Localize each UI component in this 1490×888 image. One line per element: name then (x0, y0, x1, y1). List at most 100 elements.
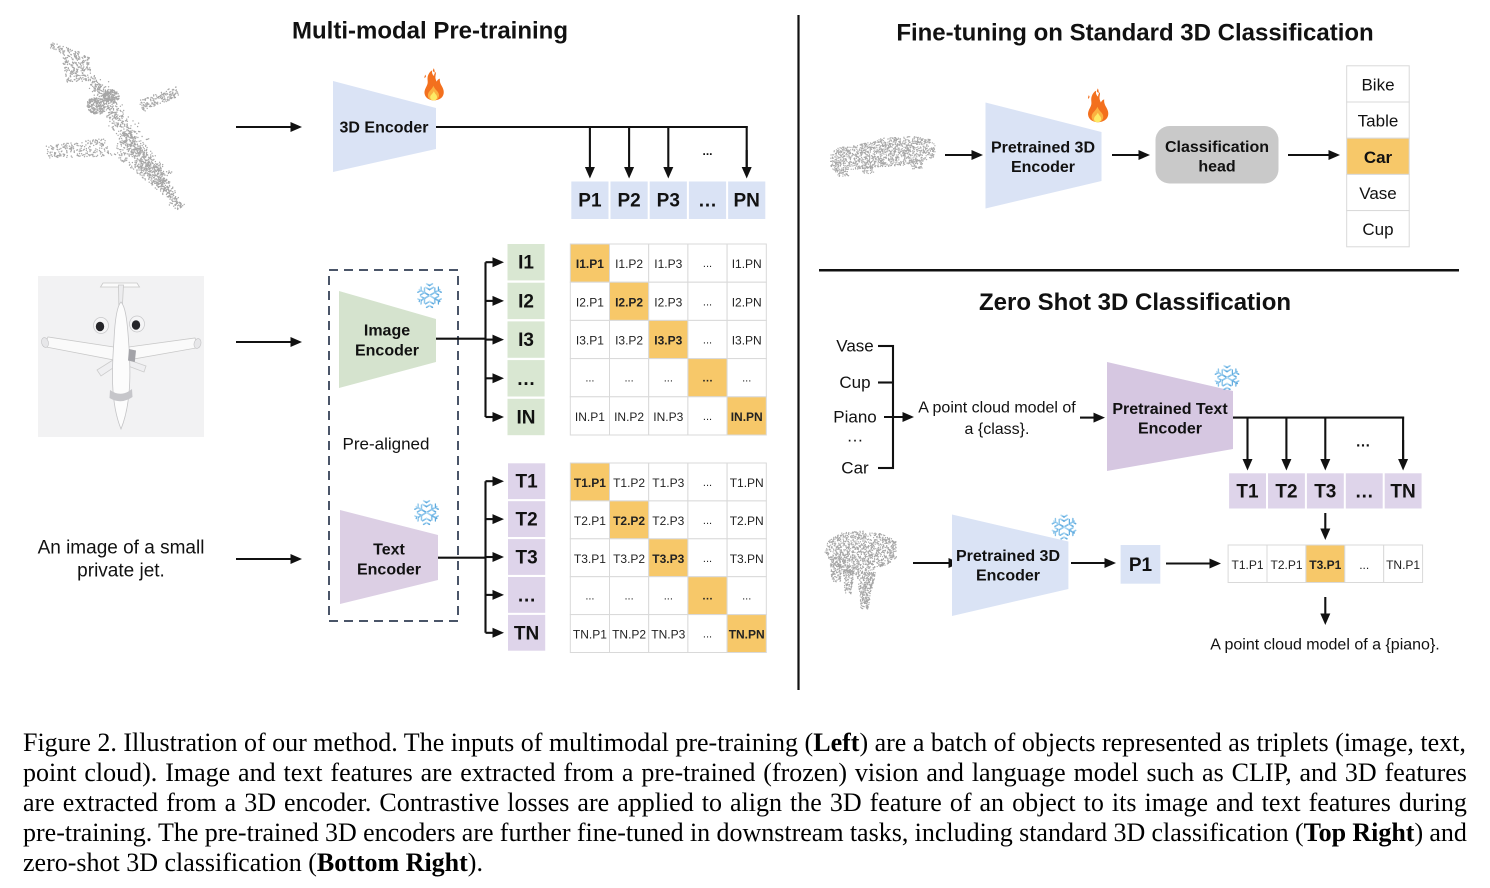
svg-text:T3.P3: T3.P3 (652, 552, 684, 566)
svg-text:I1.PN: I1.PN (732, 257, 762, 271)
svg-text:P2: P2 (617, 191, 640, 212)
svg-text:Encoder: Encoder (1011, 159, 1075, 176)
svg-text:…: … (1356, 434, 1371, 451)
svg-text:IN.P1: IN.P1 (575, 410, 605, 424)
svg-text:T1.P1: T1.P1 (1231, 558, 1263, 572)
svg-text:Vase: Vase (836, 337, 874, 356)
svg-text:T2: T2 (1275, 481, 1297, 502)
svg-text:...: ... (703, 296, 712, 308)
svg-text:…: … (517, 369, 536, 390)
svg-text:...: ... (664, 591, 673, 603)
svg-text:...: ... (703, 335, 712, 347)
svg-text:Encoder: Encoder (1138, 421, 1202, 438)
svg-text:…: … (517, 585, 536, 606)
svg-text:IN: IN (517, 408, 536, 429)
svg-text:Piano: Piano (833, 408, 876, 427)
svg-text:I2.P3: I2.P3 (654, 295, 682, 309)
svg-text:private jet.: private jet. (77, 561, 165, 582)
svg-text:IN.P3: IN.P3 (653, 410, 683, 424)
svg-text:...: ... (703, 258, 712, 270)
svg-text:T2: T2 (516, 510, 538, 531)
svg-text:Cup: Cup (839, 373, 870, 392)
svg-text:I1.P2: I1.P2 (615, 257, 643, 271)
svg-text:...: ... (585, 591, 594, 603)
svg-text:T1.PN: T1.PN (730, 476, 764, 490)
svg-text:T1.P3: T1.P3 (652, 476, 684, 490)
svg-text:...: ... (625, 373, 634, 385)
svg-text:Pre-aligned: Pre-aligned (343, 435, 430, 454)
svg-text:I3.P3: I3.P3 (654, 334, 682, 348)
svg-text:Encoder: Encoder (357, 562, 421, 579)
svg-text:I3.PN: I3.PN (732, 334, 762, 348)
svg-text:T3.P1: T3.P1 (574, 552, 606, 566)
svg-text:T3.P1: T3.P1 (1309, 558, 1341, 572)
svg-text:Bike: Bike (1361, 75, 1394, 94)
svg-text:P1: P1 (578, 191, 602, 212)
svg-text:T3.PN: T3.PN (730, 552, 764, 566)
svg-text:I2.PN: I2.PN (732, 295, 762, 309)
svg-text:...: ... (664, 373, 673, 385)
svg-text:3D Encoder: 3D Encoder (340, 120, 429, 137)
svg-text:...: ... (702, 144, 712, 158)
svg-text:T2.PN: T2.PN (730, 514, 764, 528)
svg-text:I1.P3: I1.P3 (654, 257, 682, 271)
svg-text:I2.P1: I2.P1 (576, 295, 604, 309)
svg-text:IN.P2: IN.P2 (614, 410, 644, 424)
svg-text:Pretrained 3D: Pretrained 3D (991, 140, 1095, 157)
svg-text:TN: TN (514, 623, 539, 644)
svg-text:Classification: Classification (1165, 139, 1269, 156)
svg-text:...: ... (625, 591, 634, 603)
svg-text:P3: P3 (657, 191, 680, 212)
svg-text:TN.P2: TN.P2 (612, 628, 646, 642)
svg-text:...: ... (703, 411, 712, 423)
svg-text:I1: I1 (518, 253, 534, 274)
svg-text:…: … (698, 191, 717, 212)
svg-text:IN.PN: IN.PN (731, 410, 763, 424)
svg-text:...: ... (742, 591, 751, 603)
svg-text:Image: Image (364, 323, 410, 340)
svg-text:I2.P2: I2.P2 (615, 295, 643, 309)
svg-text:P1: P1 (1129, 555, 1153, 576)
svg-text:...: ... (742, 373, 751, 385)
svg-text:I2: I2 (518, 291, 534, 312)
svg-text:I1.P1: I1.P1 (576, 257, 604, 271)
svg-text:T2.P1: T2.P1 (574, 514, 606, 528)
svg-text:T2.P2: T2.P2 (613, 514, 645, 528)
svg-text:T2.P3: T2.P3 (652, 514, 684, 528)
svg-text:TN.PN: TN.PN (729, 628, 765, 642)
svg-text:Zero Shot 3D Classification: Zero Shot 3D Classification (979, 289, 1291, 316)
svg-text:...: ... (703, 629, 712, 641)
svg-text:T1: T1 (1236, 481, 1259, 502)
svg-text:…: … (847, 427, 864, 446)
svg-text:Cup: Cup (1362, 220, 1393, 239)
svg-text:Text: Text (373, 542, 405, 559)
svg-text:I3.P1: I3.P1 (576, 334, 604, 348)
svg-text:...: ... (703, 553, 712, 565)
svg-text:A point cloud model of: A point cloud model of (918, 400, 1076, 417)
svg-text:head: head (1198, 159, 1235, 176)
svg-text:TN: TN (1390, 481, 1415, 502)
svg-text:I3: I3 (518, 330, 534, 351)
svg-text:Encoder: Encoder (355, 343, 419, 360)
svg-text:Car: Car (841, 459, 869, 478)
svg-text:...: ... (703, 515, 712, 527)
svg-text:Car: Car (1364, 148, 1393, 167)
svg-text:T3: T3 (516, 548, 538, 569)
svg-text:…: … (702, 373, 713, 385)
svg-text:Table: Table (1358, 112, 1399, 131)
svg-text:Vase: Vase (1359, 184, 1397, 203)
svg-text:T1.P2: T1.P2 (613, 476, 645, 490)
svg-text:...: ... (585, 373, 594, 385)
svg-text:TN.P3: TN.P3 (651, 628, 685, 642)
svg-text:…: … (1355, 481, 1374, 502)
svg-text:Multi-modal Pre-training: Multi-modal Pre-training (292, 18, 568, 45)
svg-text:Encoder: Encoder (976, 568, 1040, 585)
svg-text:T1.P1: T1.P1 (574, 476, 606, 490)
svg-text:TN.P1: TN.P1 (573, 628, 607, 642)
svg-text:...: ... (703, 477, 712, 489)
svg-text:T1: T1 (516, 472, 539, 493)
svg-text:...: ... (1359, 558, 1369, 572)
svg-text:…: … (702, 591, 713, 603)
svg-text:Pretrained 3D: Pretrained 3D (956, 548, 1060, 565)
svg-text:T2.P1: T2.P1 (1270, 558, 1302, 572)
